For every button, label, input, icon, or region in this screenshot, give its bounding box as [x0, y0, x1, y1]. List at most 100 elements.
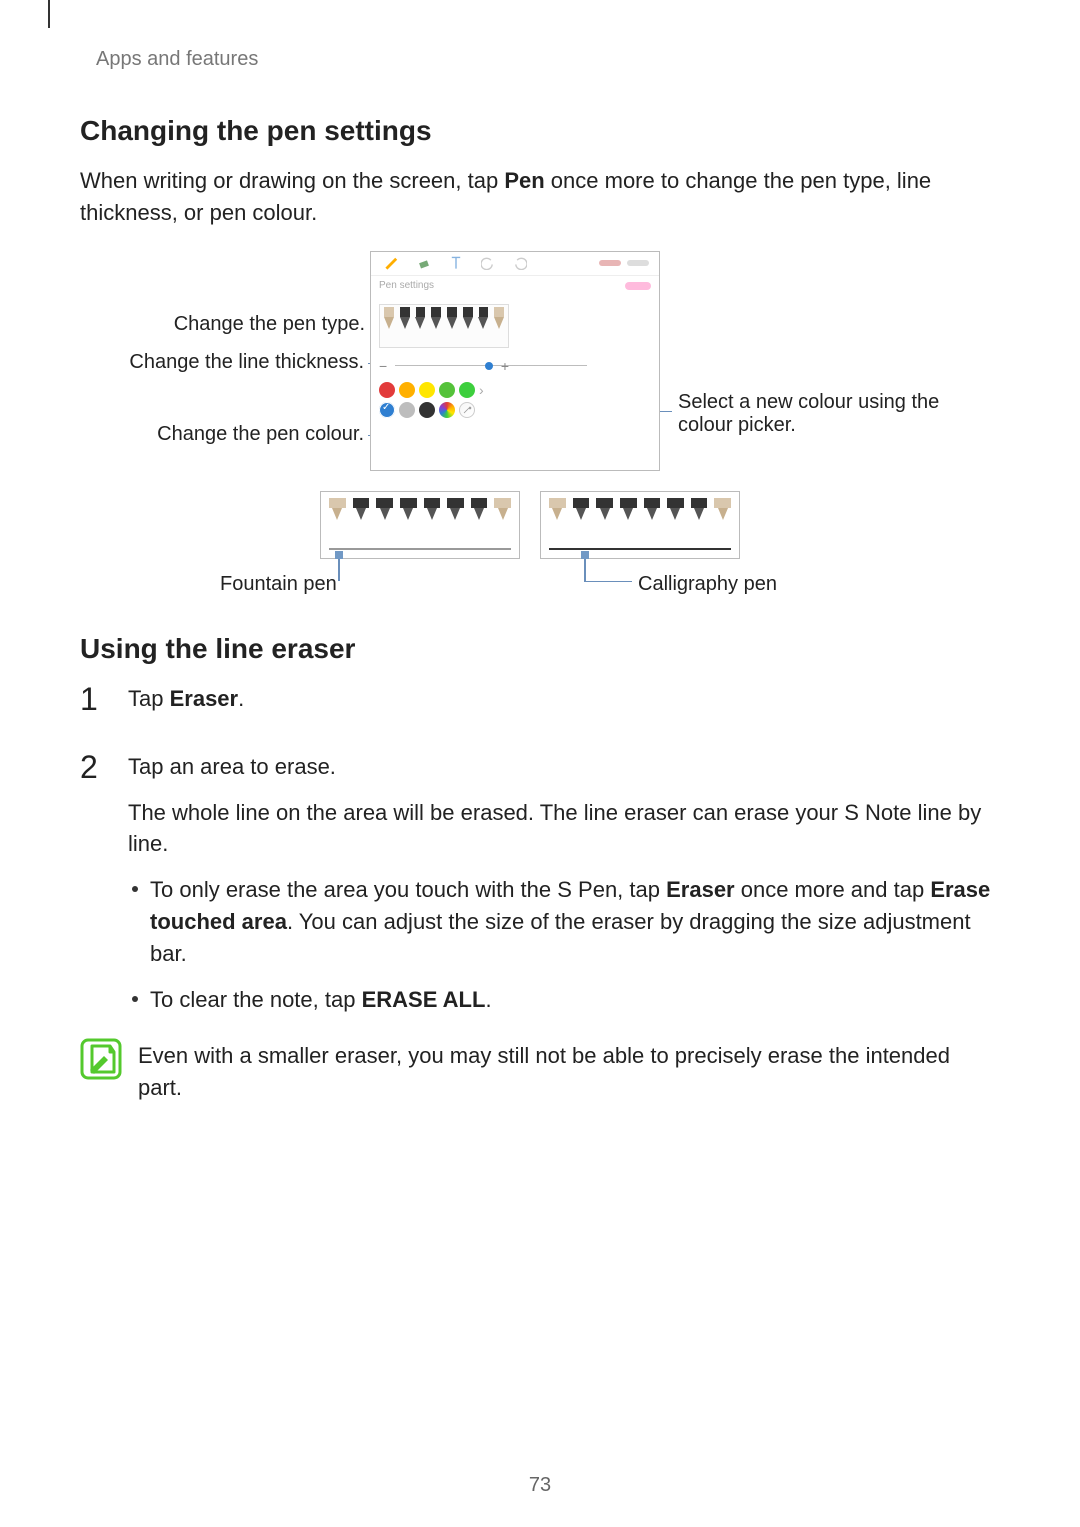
redo-icon [513, 256, 527, 270]
step1-p1: Eraser [170, 686, 239, 711]
swatch-r2-1 [399, 402, 415, 418]
cnib-4 [618, 498, 639, 534]
swatch-r1-0 [379, 382, 395, 398]
swatch-rainbow [439, 402, 455, 418]
text-tool-icon [449, 256, 463, 270]
thickness-handle [485, 362, 493, 370]
lead-calligraphy-h [584, 581, 632, 583]
note-icon [80, 1038, 122, 1080]
swatch-r1-3 [439, 382, 455, 398]
note-text: Even with a smaller eraser, you may stil… [138, 1038, 1000, 1104]
cnib-7 [689, 498, 710, 534]
swatch-r1-2 [419, 382, 435, 398]
b1-p1: Eraser [666, 877, 735, 902]
breadcrumb: Apps and features [96, 48, 1000, 71]
nib-7 [477, 307, 491, 345]
step-2-line2: The whole line on the area will be erase… [128, 797, 1000, 861]
cnib-6 [665, 498, 686, 534]
nib-2 [398, 307, 412, 345]
callout-pen-type: Change the pen type. [145, 313, 365, 336]
thickness-plus: + [501, 358, 509, 374]
header-rule [48, 0, 50, 28]
thickness-slider: − + [379, 356, 509, 376]
eraser-tool-icon [417, 256, 431, 270]
bullet-2-text: To clear the note, tap ERASE ALL. [150, 984, 1000, 1016]
step1-p2: . [238, 686, 244, 711]
fnib-8 [492, 498, 513, 534]
cnib-1 [547, 498, 568, 534]
nib-8 [492, 307, 506, 345]
fnib-6 [445, 498, 466, 534]
fnib-7 [469, 498, 490, 534]
nib-4 [429, 307, 443, 345]
bullet-1: To only erase the area you touch with th… [132, 874, 1000, 970]
thickness-minus: − [379, 358, 387, 374]
fountain-dot [335, 551, 343, 559]
swatch-r1-4 [459, 382, 475, 398]
nib-6 [461, 307, 475, 345]
b2-p1: ERASE ALL [362, 987, 486, 1012]
undo-icon [481, 256, 495, 270]
intro-part-0: When writing or drawing on the screen, t… [80, 168, 504, 193]
swatch-r2-2 [419, 402, 435, 418]
bullet-2: To clear the note, tap ERASE ALL. [132, 984, 1000, 1016]
fnib-3 [374, 498, 395, 534]
fnib-5 [422, 498, 443, 534]
cnib-5 [642, 498, 663, 534]
fnib-2 [351, 498, 372, 534]
b1-p0: To only erase the area you touch with th… [150, 877, 666, 902]
swatch-r2-0-selected [379, 402, 395, 418]
lead-calligraphy-v [584, 559, 586, 581]
fountain-underline [329, 548, 511, 550]
fountain-pen-shot [320, 491, 520, 559]
pen-type-selector [379, 304, 509, 348]
label-calligraphy-pen: Calligraphy pen [638, 573, 777, 596]
colour-swatches: › [379, 382, 495, 422]
bullet-1-text: To only erase the area you touch with th… [150, 874, 1000, 970]
label-fountain-pen: Fountain pen [220, 573, 337, 596]
heading-pen-settings: Changing the pen settings [80, 115, 1000, 147]
colour-picker-icon [459, 402, 475, 418]
eraser-steps: 1 Tap Eraser. 2 Tap an area to erase. Th… [80, 683, 1000, 1016]
fnib-1 [327, 498, 348, 534]
toolbar-pill-2 [627, 260, 649, 266]
nib-3 [414, 307, 428, 345]
nib-1 [382, 307, 396, 345]
fnib-4 [398, 498, 419, 534]
step-2-number: 2 [80, 751, 106, 1016]
callout-pen-colour: Change the pen colour. [144, 423, 364, 446]
calligraphy-dot [581, 551, 589, 559]
calligraphy-pen-shot [540, 491, 740, 559]
pen-settings-figure: Change the pen type. Change the line thi… [80, 251, 1000, 611]
note-block: Even with a smaller eraser, you may stil… [80, 1038, 1000, 1104]
app-toolbar [371, 252, 659, 276]
step-2-line1: Tap an area to erase. [128, 751, 1000, 783]
cnib-2 [571, 498, 592, 534]
callout-line-thickness: Change the line thickness. [116, 351, 364, 374]
intro-part-pen: Pen [504, 168, 544, 193]
b1-p2: once more and tap [735, 877, 931, 902]
pen-settings-intro: When writing or drawing on the screen, t… [80, 165, 1000, 229]
nib-5 [445, 307, 459, 345]
step-1-number: 1 [80, 683, 106, 729]
step1-p0: Tap [128, 686, 170, 711]
swatch-more-arrow: › [479, 382, 495, 398]
toolbar-pill-1 [599, 260, 621, 266]
bullet-2-dot [132, 996, 138, 1002]
step-2: 2 Tap an area to erase. The whole line o… [80, 751, 1000, 1016]
callout-colour-picker: Select a new colour using the colour pic… [678, 391, 978, 437]
heading-line-eraser: Using the line eraser [80, 633, 1000, 665]
page-number: 73 [0, 1474, 1080, 1497]
swatch-r1-1 [399, 382, 415, 398]
pen-settings-screenshot: Pen settings − + [370, 251, 660, 471]
lead-fountain [338, 559, 340, 581]
cnib-8 [712, 498, 733, 534]
pen-tool-icon [385, 256, 399, 270]
pen-settings-panel-label: Pen settings [371, 276, 659, 295]
b2-p0: To clear the note, tap [150, 987, 362, 1012]
step-1-text: Tap Eraser. [128, 683, 1000, 715]
b2-p2: . [485, 987, 491, 1012]
bullet-1-dot [132, 886, 138, 892]
calligraphy-underline [549, 548, 731, 550]
cnib-3 [594, 498, 615, 534]
